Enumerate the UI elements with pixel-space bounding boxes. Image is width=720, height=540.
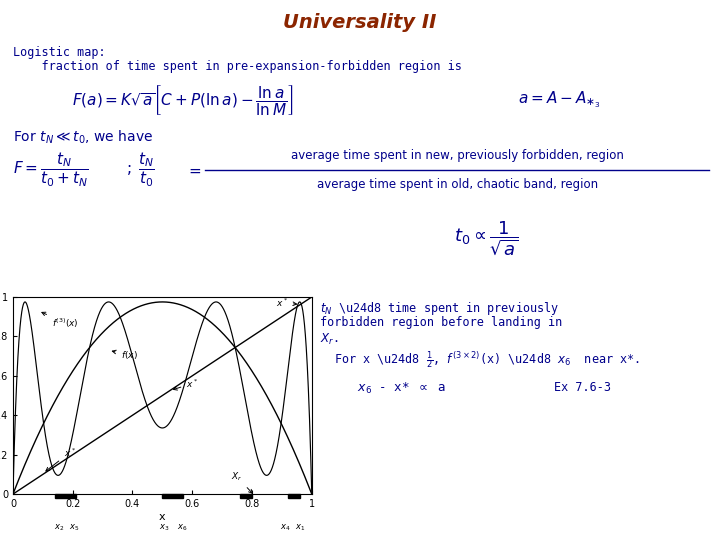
Text: $x_1$: $x_1$ — [294, 523, 305, 533]
Text: $X_r$.: $X_r$. — [320, 332, 339, 347]
Text: Logistic map:: Logistic map: — [13, 46, 106, 59]
Bar — [240, 494, 252, 498]
Text: $x^*$: $x^*$ — [174, 377, 199, 390]
Text: $=$: $=$ — [186, 163, 202, 178]
Text: $F = \dfrac{t_N}{t_0 + t_N}$: $F = \dfrac{t_N}{t_0 + t_N}$ — [13, 151, 89, 189]
Text: $x^*$: $x^*$ — [46, 446, 76, 471]
Text: $x_6$: $x_6$ — [176, 523, 187, 533]
Text: $F\left(a\right)=K\sqrt{a}\left[C+P\left(\ln a\right)-\dfrac{\ln a}{\ln M}\right: $F\left(a\right)=K\sqrt{a}\left[C+P\left… — [72, 83, 294, 117]
Bar — [163, 494, 184, 498]
Text: $x_6$ - x* $\propto$ a: $x_6$ - x* $\propto$ a — [320, 381, 446, 396]
Text: $f^{(3)}(x)$: $f^{(3)}(x)$ — [42, 312, 78, 329]
Text: average time spent in new, previously forbidden, region: average time spent in new, previously fo… — [291, 149, 624, 162]
X-axis label: x: x — [159, 512, 166, 522]
Text: $x_2$: $x_2$ — [54, 523, 64, 533]
Bar — [288, 494, 300, 498]
Text: $f(x)$: $f(x)$ — [112, 349, 138, 361]
Text: forbidden region before landing in: forbidden region before landing in — [320, 316, 562, 329]
Text: $x_3$: $x_3$ — [158, 523, 169, 533]
Text: $x_4$: $x_4$ — [280, 523, 291, 533]
Text: Universality II: Universality II — [283, 14, 437, 32]
Bar — [55, 494, 76, 498]
Text: fraction of time spent in pre-expansion-forbidden region is: fraction of time spent in pre-expansion-… — [13, 60, 462, 73]
Text: $t_0 \propto \dfrac{1}{\sqrt{a}}$: $t_0 \propto \dfrac{1}{\sqrt{a}}$ — [454, 219, 518, 256]
Text: $X_r$: $X_r$ — [231, 470, 252, 493]
Text: $a = A - A_{\ast_3}$: $a = A - A_{\ast_3}$ — [518, 90, 601, 110]
Text: For x \u24d8 $\frac{1}{2}$, $f^{(3\times2)}$(x) \u24d8 $x_6$  near x*.: For x \u24d8 $\frac{1}{2}$, $f^{(3\times… — [320, 350, 640, 372]
Text: For $t_N \ll t_0$, we have: For $t_N \ll t_0$, we have — [13, 129, 153, 146]
Text: $x^*$: $x^*$ — [276, 296, 297, 309]
Text: $t_N$ \u24d8 time spent in previously: $t_N$ \u24d8 time spent in previously — [320, 300, 559, 316]
Text: $;\;\dfrac{t_N}{t_0}$: $;\;\dfrac{t_N}{t_0}$ — [126, 151, 155, 189]
Text: Ex 7.6-3: Ex 7.6-3 — [554, 381, 611, 394]
Text: $x_5$: $x_5$ — [69, 523, 79, 533]
Text: average time spent in old, chaotic band, region: average time spent in old, chaotic band,… — [317, 178, 598, 191]
